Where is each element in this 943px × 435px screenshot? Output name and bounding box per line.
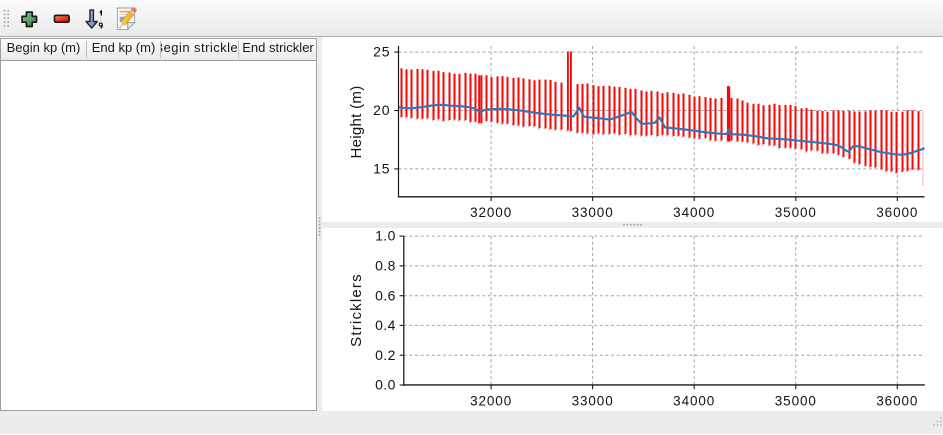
svg-text:Stricklers: Stricklers	[348, 273, 365, 347]
svg-text:Height (m): Height (m)	[348, 85, 365, 158]
svg-text:0.4: 0.4	[375, 317, 396, 333]
svg-text:33000: 33000	[572, 393, 614, 408]
svg-text:0.2: 0.2	[375, 347, 396, 363]
svg-text:32000: 32000	[470, 205, 512, 220]
svg-text:20: 20	[373, 102, 390, 118]
svg-text:36000: 36000	[876, 205, 918, 220]
svg-text:0.8: 0.8	[375, 258, 396, 274]
svg-text:15: 15	[373, 161, 390, 177]
svg-text:33000: 33000	[572, 205, 614, 220]
svg-text:35000: 35000	[775, 393, 817, 408]
svg-text:36000: 36000	[876, 393, 918, 408]
svg-text:1.0: 1.0	[375, 228, 396, 244]
svg-text:32000: 32000	[470, 393, 512, 408]
svg-text:34000: 34000	[673, 393, 715, 408]
svg-text:35000: 35000	[775, 205, 817, 220]
svg-text:0.6: 0.6	[375, 287, 396, 303]
svg-text:34000: 34000	[673, 205, 715, 220]
svg-text:25: 25	[373, 44, 390, 60]
svg-text:0.0: 0.0	[375, 377, 396, 393]
